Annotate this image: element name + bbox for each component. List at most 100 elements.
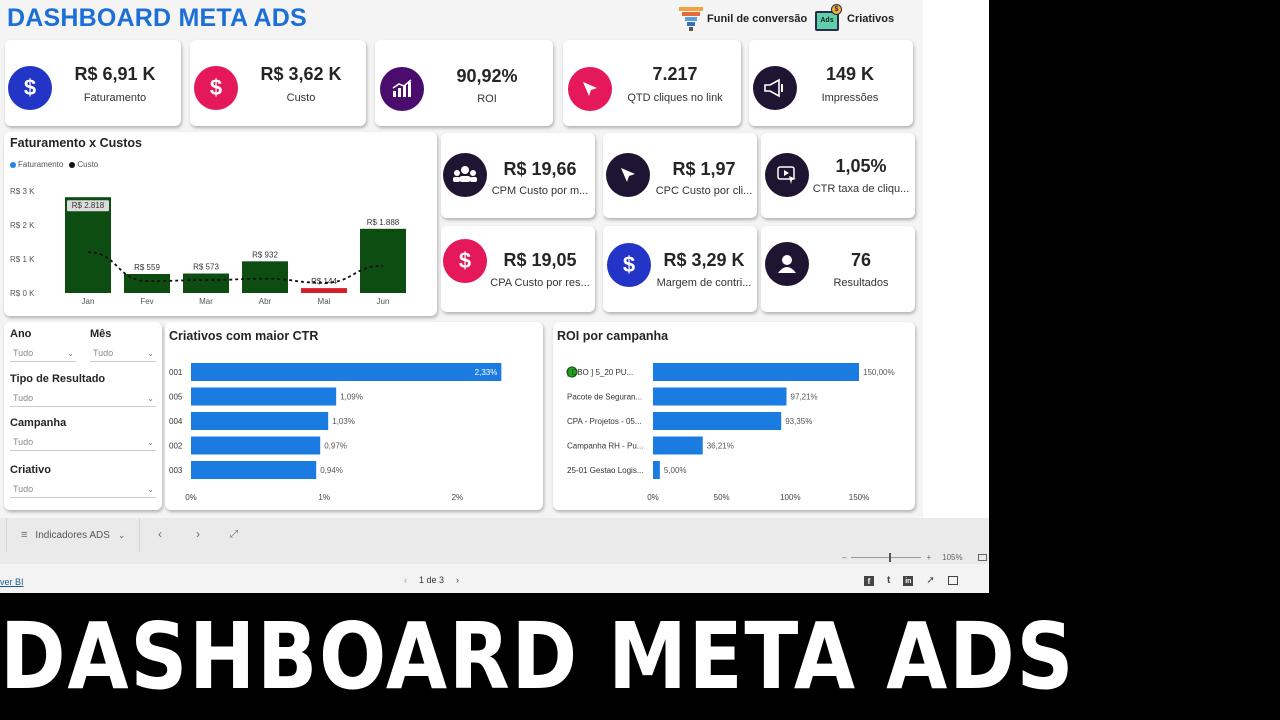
filter-label: Mês [90,328,112,340]
x-tick-label: Abr [259,297,272,306]
category-label: 25-01 Gestao Logis... [567,466,644,475]
filter-label: Ano [10,328,32,340]
legend-item-faturamento: Faturamento [10,160,63,169]
data-label: R$ 559 [134,263,160,272]
criativos-ctr-title: Criativos com maior CTR [169,329,319,343]
bar [191,412,329,430]
x-tick-label: Fev [140,297,153,306]
next-page-icon[interactable]: › [456,575,460,585]
chevron-down-icon: ⌄ [147,437,154,447]
nav-criativos-label: Criativos [847,13,895,25]
kpi-value: R$ 1,97 [672,159,736,179]
kpi-value: 149 K [825,64,875,84]
page-tab-indicadores[interactable]: ≡ Indicadores ADS ⌄ [6,518,140,552]
category-label: [ CBO ] 5_20 PU... [567,368,633,377]
nav-criativos-button[interactable]: Ads $ Criativos [814,3,894,35]
facebook-icon[interactable]: f [864,575,874,586]
filter-label: Criativo [10,464,51,476]
tipo-resultado-dropdown[interactable]: Tudo ⌄ [10,390,156,407]
legend-item-custo: Custo [69,160,98,169]
chevron-down-icon: ⌄ [67,348,74,358]
faturamento-bar [242,261,288,293]
prev-page-icon[interactable]: ‹ [404,575,407,585]
kpi-value: R$ 19,66 [503,159,577,179]
x-tick-label: 150% [849,493,869,502]
criativo-dropdown[interactable]: Tudo ⌄ [10,481,156,498]
bar [191,387,337,406]
video-click-icon [765,153,809,197]
faturamento-bar [65,197,111,293]
data-label: 93,35% [785,417,812,426]
y-tick-label: R$ 0 K [10,289,35,298]
page-tab-label: Indicadores ADS [35,529,110,541]
filter-campanha: Campanha Tudo ⌄ [10,417,156,451]
bar [191,461,317,479]
x-tick-label: Mai [318,297,331,306]
zoom-slider-thumb[interactable] [889,553,892,562]
campanha-dropdown[interactable]: Tudo ⌄ [10,434,156,451]
kpi-value: R$ 3,62 K [260,64,342,84]
kpi-value: 76 [850,250,872,270]
powerbi-link[interactable]: ver BI [0,577,24,587]
filter-tipo-resultado: Tipo de Resultado Tudo ⌄ [10,373,156,407]
data-label: R$ 573 [193,263,219,272]
kpi-label: Resultados [833,277,889,289]
share-icon[interactable]: ➚ [926,575,935,586]
ads-icon-text: Ads [815,11,839,31]
nav-funil-label: Funil de conversão [707,13,808,25]
ano-dropdown[interactable]: Tudo ⌄ [10,345,76,362]
bar [653,461,660,479]
kpi-value: 1,05% [835,156,887,176]
fat-custos-chart: R$ 3 K R$ 2 K R$ 1 K R$ 0 K R$ 2.818 Jan R$ 55… [10,187,406,306]
kpi-faturamento-card: $ R$ 6,91 K Faturamento [5,40,181,126]
zoom-out-button[interactable]: – [842,553,847,562]
kpi-cliques-card: 7.217 QTD cliques no link [563,40,741,126]
dollar-icon: $ [194,66,238,110]
fat-custos-legend: Faturamento Custo [10,160,98,169]
kpi-cpa-card: $ R$ 19,05 CPA Custo por res... [441,226,595,312]
data-label: 0,97% [324,442,347,451]
dollar-icon: $ [607,243,651,287]
x-tick-label: 2% [452,493,464,502]
x-tick-label: 0% [185,493,197,502]
cursor-icon [568,67,612,111]
bar [653,436,703,455]
data-label: 1,03% [332,417,355,426]
x-tick-label: 50% [714,493,730,502]
filter-criativo: Criativo Tudo ⌄ [10,464,156,498]
fit-page-icon[interactable] [977,554,987,561]
chevron-down-icon: ⌄ [117,529,126,540]
kpi-value: R$ 19,05 [503,250,577,270]
collapse-icon[interactable]: ⤢ [230,529,238,540]
prev-page-button[interactable]: ‹ [158,527,162,541]
data-label: 2,33% [475,368,498,377]
data-label: 0,94% [320,466,343,475]
dropdown-value: Tudo [93,348,114,358]
y-tick-label: R$ 3 K [10,187,35,196]
linkedin-icon[interactable]: in [903,575,914,586]
kpi-custo-card: $ R$ 3,62 K Custo [190,40,366,126]
x-tick-label: Jan [82,297,95,306]
zoom-in-button[interactable]: + [926,553,932,562]
kpi-label: Margem de contri... [656,277,752,289]
dropdown-value: Tudo [13,437,34,447]
category-label: Campanha RH - Pu... [567,442,643,451]
zoom-slider[interactable] [851,553,922,562]
mes-dropdown[interactable]: Tudo ⌄ [90,345,156,362]
bar [191,363,502,381]
fullscreen-icon[interactable] [947,576,958,585]
data-label: R$ 1.888 [367,218,400,227]
nav-funil-button[interactable]: Funil de conversão [678,3,807,35]
kpi-cpm-card: R$ 19,66 CPM Custo por m... [441,133,595,218]
roi-campanha-title: ROI por campanha [557,329,669,343]
page-navigator: ‹ 1 de 3 › [404,575,459,585]
twitter-icon[interactable]: t [887,575,891,586]
list-icon: ≡ [21,529,28,541]
chevron-down-icon: ⌄ [147,484,154,494]
dollar-icon: $ [8,66,52,110]
filter-label: Campanha [10,417,67,429]
page-tabs-bar [0,518,989,564]
audience-icon [443,153,487,197]
next-page-button[interactable]: › [196,527,200,541]
canvas-margin [923,0,989,518]
